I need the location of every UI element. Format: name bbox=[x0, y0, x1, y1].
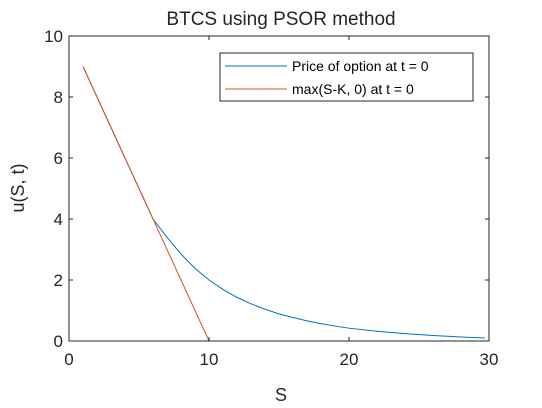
legend-label-price: Price of option at t = 0 bbox=[292, 58, 429, 74]
y-tick-label-4: 8 bbox=[54, 88, 63, 107]
legend-label-payoff: max(S-K, 0) at t = 0 bbox=[292, 81, 414, 97]
y-tick-label-3: 6 bbox=[54, 149, 63, 168]
y-tick-label-1: 2 bbox=[54, 271, 63, 290]
y-tick-label-0: 0 bbox=[54, 332, 63, 351]
chart-title: BTCS using PSOR method bbox=[166, 9, 395, 30]
x-axis-label: S bbox=[275, 385, 287, 405]
y-axis-label: u(S, t) bbox=[8, 163, 28, 212]
legend: Price of option at t = 0 max(S-K, 0) at … bbox=[220, 53, 473, 101]
y-tick-label-2: 4 bbox=[54, 210, 63, 229]
x-tick-label-3: 30 bbox=[480, 350, 499, 369]
x-tick-label-2: 20 bbox=[340, 350, 359, 369]
x-tick-label-0: 0 bbox=[64, 350, 73, 369]
y-tick-label-5: 10 bbox=[44, 27, 63, 46]
x-tick-label-1: 10 bbox=[200, 350, 219, 369]
